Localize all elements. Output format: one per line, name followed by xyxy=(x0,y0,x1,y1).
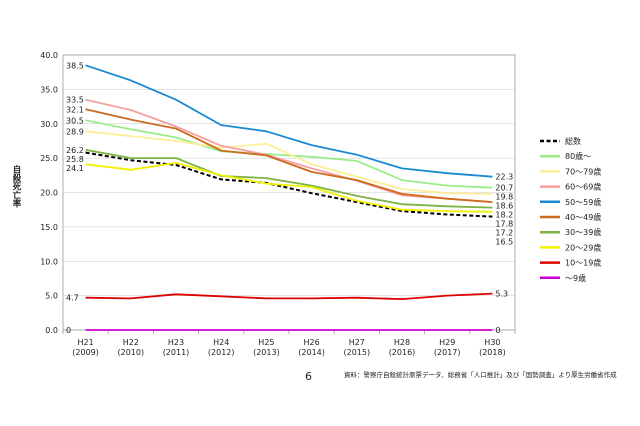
data-label-first: 4.7 xyxy=(66,294,79,303)
y-tick-label: 10.0 xyxy=(40,257,58,266)
data-label-last: 5.3 xyxy=(495,290,508,299)
series-line-2 xyxy=(85,130,493,195)
y-tick-label: 35.0 xyxy=(40,85,58,94)
page-number: 6 xyxy=(305,370,312,383)
x-tick-sublabel: (2015) xyxy=(343,348,370,357)
x-tick-sublabel: (2013) xyxy=(253,348,280,357)
series-line-8 xyxy=(85,292,493,301)
series-line-6 xyxy=(85,149,493,209)
data-label-first: 0 xyxy=(66,326,71,335)
data-label-last: 22.3 xyxy=(495,173,513,182)
legend-label: 70～79歳 xyxy=(565,166,601,176)
x-tick-label: H25 xyxy=(258,338,274,347)
x-tick-sublabel: (2017) xyxy=(434,348,461,357)
x-tick-sublabel: (2016) xyxy=(389,348,416,357)
x-tick-label: H23 xyxy=(168,338,184,347)
x-tick-label: H30 xyxy=(484,338,500,347)
data-label-first: 32.1 xyxy=(66,105,84,114)
x-tick-label: H21 xyxy=(77,338,93,347)
legend-label: 10～19歳 xyxy=(565,258,601,268)
data-label-last: 18.2 xyxy=(495,211,513,220)
legend-label: ～9歳 xyxy=(565,273,586,283)
x-tick-sublabel: (2009) xyxy=(72,348,99,357)
x-tick-label: H28 xyxy=(394,338,410,347)
data-label-first: 28.9 xyxy=(66,127,84,136)
data-label-last: 18.6 xyxy=(495,202,513,211)
data-label-last: 16.5 xyxy=(495,238,513,247)
series-line-1 xyxy=(85,119,493,189)
series-line-3 xyxy=(85,98,493,203)
data-label-first: 25.8 xyxy=(66,155,84,164)
x-tick-sublabel: (2014) xyxy=(298,348,325,357)
series-line-7 xyxy=(85,161,493,213)
legend-label: 80歳～ xyxy=(565,151,591,161)
legend-label: 30～39歳 xyxy=(565,227,601,237)
y-tick-label: 30.0 xyxy=(40,120,58,129)
data-label-last: 0 xyxy=(495,326,500,335)
x-tick-label: H24 xyxy=(213,338,229,347)
legend-label: 40～49歳 xyxy=(565,212,601,222)
x-tick-sublabel: (2011) xyxy=(163,348,190,357)
data-label-last: 20.7 xyxy=(495,184,513,193)
y-axis-label: 自殺死亡率 xyxy=(11,165,21,208)
legend-label: 総数 xyxy=(565,136,581,146)
x-tick-sublabel: (2012) xyxy=(208,348,235,357)
data-label-first: 24.1 xyxy=(66,164,84,173)
legend-label: 20～29歳 xyxy=(565,242,601,252)
x-tick-label: H22 xyxy=(123,338,139,347)
x-tick-label: H26 xyxy=(303,338,319,347)
data-label-first: 38.5 xyxy=(66,61,84,70)
y-tick-label: 40.0 xyxy=(40,51,58,60)
source-note: 資料：警察庁自殺統計原票データ、総務省「人口推計」及び「国勢調査」より厚生労働省… xyxy=(344,371,617,379)
data-label-last: 19.8 xyxy=(495,193,513,202)
y-tick-label: 20.0 xyxy=(40,189,58,198)
legend-label: 60～69歳 xyxy=(565,182,601,192)
y-tick-label: 5.0 xyxy=(45,292,58,301)
x-tick-label: H29 xyxy=(439,338,455,347)
data-label-last: 17.8 xyxy=(495,220,513,229)
x-tick-sublabel: (2018) xyxy=(479,348,506,357)
legend-label: 50～59歳 xyxy=(565,197,601,207)
data-label-first: 26.2 xyxy=(66,146,84,155)
y-tick-label: 15.0 xyxy=(40,223,58,232)
y-tick-label: 25.0 xyxy=(40,154,58,163)
x-tick-sublabel: (2010) xyxy=(117,348,144,357)
data-label-first: 33.5 xyxy=(66,96,84,105)
y-tick-label: 0.0 xyxy=(45,326,58,335)
series-line-4 xyxy=(85,64,493,178)
data-label-first: 30.5 xyxy=(66,116,84,125)
series-line-5 xyxy=(85,108,493,203)
series-line-0 xyxy=(85,151,493,218)
x-tick-label: H27 xyxy=(349,338,365,347)
data-label-last: 17.2 xyxy=(495,229,513,238)
